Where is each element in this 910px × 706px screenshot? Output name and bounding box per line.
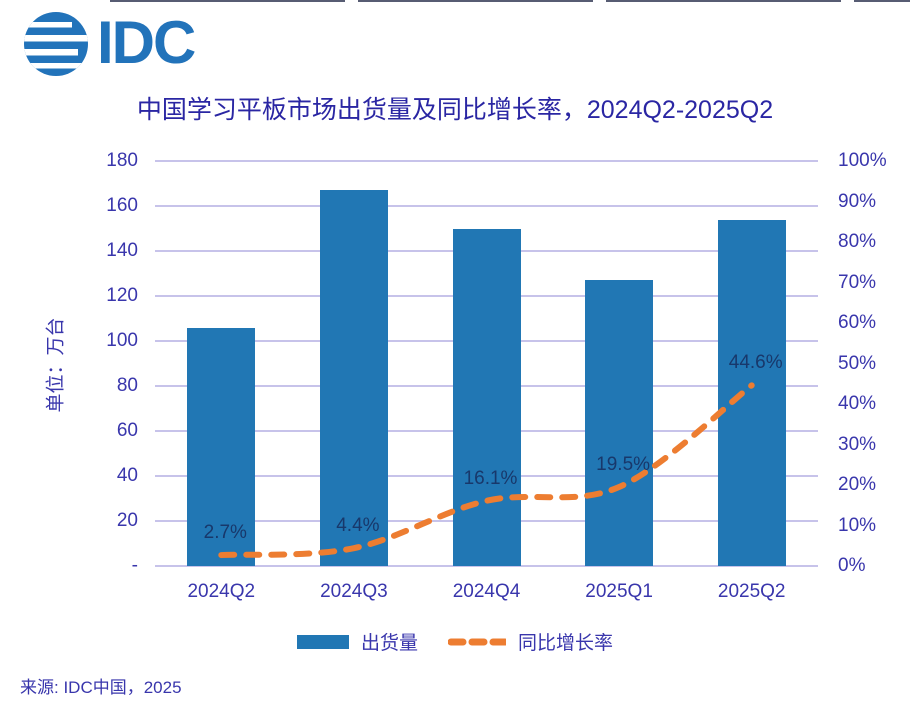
bar-2024Q3 — [319, 190, 388, 566]
right-axis-tick-label: 0% — [838, 555, 866, 576]
right-axis-tick-label: 30% — [838, 433, 877, 455]
source-note: 来源: IDC中国，2025 — [20, 678, 182, 697]
right-axis-tick-label: 100% — [838, 150, 887, 171]
growth-point-label-2024Q4: 16.1% — [463, 467, 518, 489]
legend-label-growth: 同比增长率 — [518, 633, 614, 654]
gridline — [155, 160, 818, 162]
left-axis-tick-label: 20 — [116, 510, 138, 531]
bar-2025Q2 — [717, 219, 786, 566]
left-axis-title: 单位：万台 — [45, 317, 67, 413]
left-axis-tick-label: 160 — [106, 195, 138, 216]
idc-logo-text: IDC — [97, 9, 196, 76]
left-axis-tick-label: 140 — [106, 240, 138, 261]
x-axis-label-2024Q2: 2024Q2 — [187, 581, 256, 602]
bar-2025Q1 — [585, 280, 654, 566]
left-axis-tick-label: 40 — [116, 465, 138, 486]
idc-logo: IDC — [22, 8, 196, 78]
legend: 出货量 同比增长率 — [0, 628, 910, 655]
right-axis-tick-label: 40% — [838, 393, 877, 414]
chart-title: 中国学习平板市场出货量及同比增长率，2024Q2-2025Q2 — [136, 96, 774, 124]
bar-2024Q4 — [452, 228, 521, 566]
x-axis-label-2024Q3: 2024Q3 — [320, 581, 388, 602]
legend-item-growth: 同比增长率 — [448, 628, 613, 655]
right-axis-tick-label: 80% — [838, 231, 877, 252]
legend-item-shipments: 出货量 — [296, 628, 418, 655]
x-axis-label-2024Q4: 2024Q4 — [452, 581, 521, 602]
right-axis-tick-label: 20% — [838, 474, 877, 495]
gridline — [155, 565, 818, 567]
left-axis-tick-label: 120 — [106, 285, 138, 306]
right-axis-tick-label: 70% — [838, 271, 877, 293]
right-axis-tick-label: 50% — [838, 352, 877, 374]
growth-point-label-2024Q3: 4.4% — [336, 515, 380, 537]
top-crop-artifact — [110, 0, 910, 2]
growth-point-label-2025Q1: 19.5% — [596, 454, 651, 476]
x-axis-label-2025Q2: 2025Q2 — [717, 581, 786, 602]
left-axis-tick-label: - — [131, 555, 138, 576]
growth-point-label-2024Q2: 2.7% — [203, 522, 247, 544]
growth-point-label-2025Q2: 44.6% — [728, 352, 783, 374]
left-axis-tick-label: 100 — [106, 330, 138, 351]
left-axis-tick-label: 80 — [116, 375, 138, 396]
right-axis-tick-label: 10% — [838, 514, 877, 536]
gridline — [155, 205, 818, 207]
legend-bar-swatch-icon — [296, 634, 349, 649]
legend-label-shipments: 出货量 — [360, 633, 418, 654]
right-axis-tick-label: 60% — [838, 312, 877, 333]
left-axis-tick-label: 180 — [106, 150, 138, 171]
idc-globe-icon — [24, 12, 88, 76]
right-axis-tick-label: 90% — [838, 190, 877, 212]
x-axis-label-2025Q1: 2025Q1 — [585, 581, 653, 602]
left-axis-tick-label: 60 — [116, 420, 138, 441]
legend-dashed-line-swatch-icon — [448, 638, 506, 645]
